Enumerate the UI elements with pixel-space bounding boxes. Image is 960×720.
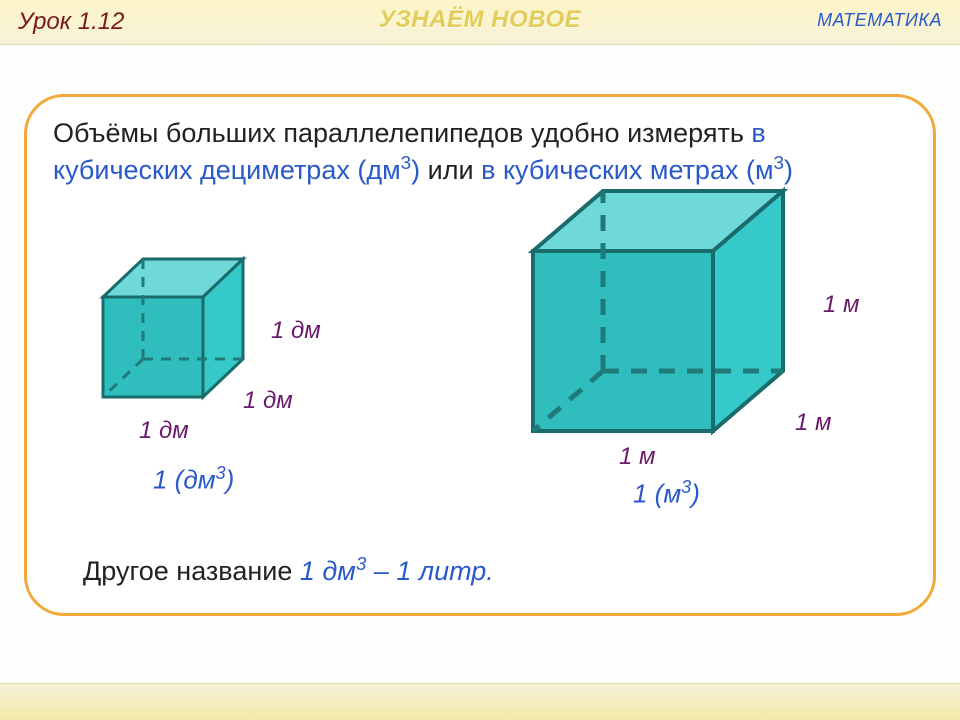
slide: Урок 1.12 УЗНАЁМ НОВОЕ МАТЕМАТИКА Объёмы… [0, 0, 960, 720]
subject-label: МАТЕМАТИКА [817, 10, 942, 31]
cube-large-volume: 1 (м3) [633, 477, 700, 510]
footer-b-text: 1 дм [300, 556, 356, 586]
cube-small-dim-front: 1 дм [243, 387, 293, 415]
cube-small-vol-b: ) [226, 465, 235, 495]
cube-large-dim-front: 1 м [795, 409, 831, 437]
footer-b: 1 дм3 [300, 556, 366, 586]
cube-small-dim-right: 1 дм [271, 317, 321, 345]
cube-large-wrap: 1 м 1 м 1 м 1 (м3) [523, 181, 823, 456]
cube-large-vol-exp: 3 [681, 477, 691, 497]
cube-small-front-face [103, 297, 203, 397]
cube-large-front-face [533, 251, 713, 431]
cube-small-vol-a: 1 (дм [153, 465, 216, 495]
cube-large-svg [523, 181, 823, 451]
cube-small-svg [93, 247, 263, 407]
cube-small-wrap: 1 дм 1 дм 1 дм 1 (дм3) [93, 247, 263, 412]
footer-note: Другое название 1 дм3 – 1 литр. [83, 554, 494, 587]
cubes-area: 1 дм 1 дм 1 дм 1 (дм3) [53, 189, 907, 479]
cube-small-vol-exp: 3 [216, 463, 226, 483]
cube-small-dim-bottom: 1 дм [139, 417, 189, 445]
intro-hl2-exp: 3 [774, 153, 785, 174]
cube-large-vol-b: ) [691, 479, 700, 509]
intro-hl1-close: ) [411, 155, 420, 185]
cube-large-dim-right: 1 м [823, 291, 859, 319]
cube-small-volume: 1 (дм3) [153, 463, 234, 496]
footer-b-exp: 3 [356, 554, 367, 575]
footer-a: Другое название [83, 556, 300, 586]
page-title: УЗНАЁМ НОВОЕ [0, 6, 960, 34]
intro-part-1: Объёмы больших параллелепипедов удобно и… [53, 118, 751, 148]
intro-text: Объёмы больших параллелепипедов удобно и… [53, 115, 907, 189]
intro-hl1-exp: 3 [401, 153, 412, 174]
bottom-bar [0, 683, 960, 720]
footer-c: – 1 литр. [366, 556, 494, 586]
intro-part-2: или [420, 155, 481, 185]
content-frame: Объёмы больших параллелепипедов удобно и… [24, 94, 936, 616]
cube-large-vol-a: 1 (м [633, 479, 681, 509]
cube-large-dim-bottom: 1 м [619, 443, 655, 471]
